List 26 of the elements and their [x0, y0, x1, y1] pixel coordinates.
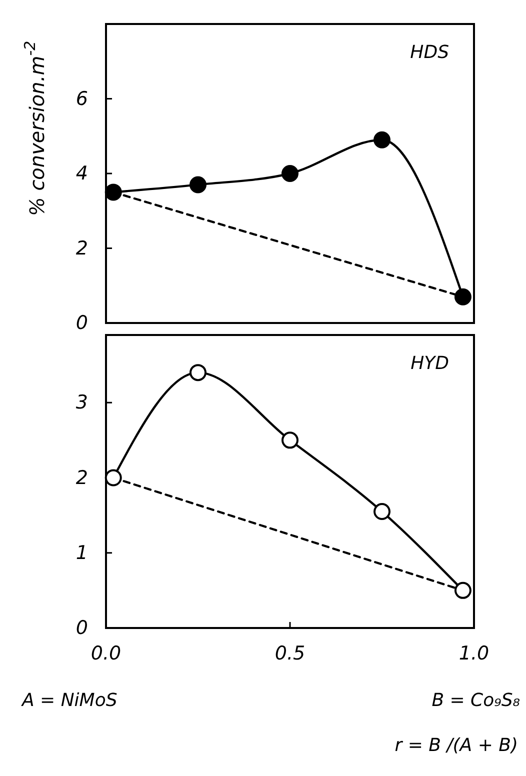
text: B = Co₉S₈ — [432, 690, 520, 711]
y-tick-label: 3 — [76, 392, 88, 414]
text: A = NiMoS — [21, 690, 118, 711]
text: HYD — [410, 353, 449, 374]
x-tick-label: 0.5 — [274, 642, 306, 664]
point — [190, 364, 206, 382]
y-tick-label: 2 — [76, 466, 88, 489]
point — [104, 469, 122, 486]
point — [104, 184, 122, 201]
y-tick-label: 2 — [76, 237, 88, 260]
y-tick-label: 1 — [76, 542, 88, 564]
point — [282, 432, 298, 449]
point — [454, 582, 472, 599]
x-tick-label: 1.0 — [458, 642, 490, 664]
y-tick-label: 0 — [76, 312, 88, 334]
x-axis-title: r = B /(A + B) — [394, 735, 518, 756]
y-tick-label: 4 — [76, 162, 88, 185]
text: HDS — [410, 42, 449, 63]
y-tick-label: 6 — [76, 88, 88, 110]
x-tick-label: 0.0 — [90, 642, 122, 664]
point — [374, 503, 390, 520]
point — [454, 288, 472, 306]
point — [190, 176, 206, 194]
point — [374, 131, 390, 148]
y-tick-label: 0 — [76, 617, 88, 640]
point — [282, 165, 298, 182]
